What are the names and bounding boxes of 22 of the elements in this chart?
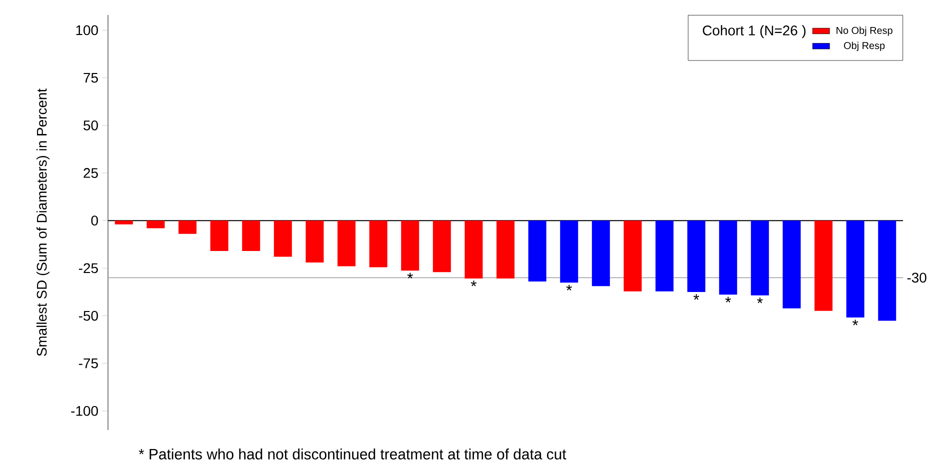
data-label: * bbox=[693, 294, 700, 300]
ref-line-label: -30 bbox=[907, 272, 926, 283]
data-label: * bbox=[725, 296, 731, 302]
y-tick-label: 0 bbox=[91, 216, 98, 226]
legend-title: Cohort 1 (N=26 ) bbox=[702, 25, 806, 38]
y-tick-label: 75 bbox=[84, 72, 98, 83]
data-label: * bbox=[757, 298, 763, 304]
data-label: * bbox=[470, 280, 477, 286]
y-tick-label: 100 bbox=[76, 25, 98, 36]
data-label: * bbox=[566, 284, 572, 290]
data-label: * bbox=[852, 320, 858, 326]
y-tick-label: -50 bbox=[78, 310, 98, 321]
data-label: * bbox=[407, 272, 413, 278]
y-tick-label: 25 bbox=[84, 168, 98, 178]
y-axis-title: Smallest SD (Sum of Diameters) in Percent bbox=[36, 88, 50, 356]
y-tick-label: 50 bbox=[84, 120, 98, 130]
legend-label: Obj Resp bbox=[844, 42, 885, 52]
y-tick-label: -100 bbox=[71, 406, 98, 416]
legend-label: No Obj Resp bbox=[836, 26, 892, 36]
text: * Patients who had not discontinued treatment at time of data cut bbox=[138, 448, 566, 460]
y-tick-label: -25 bbox=[78, 263, 98, 274]
y-tick-label: -75 bbox=[78, 358, 98, 368]
